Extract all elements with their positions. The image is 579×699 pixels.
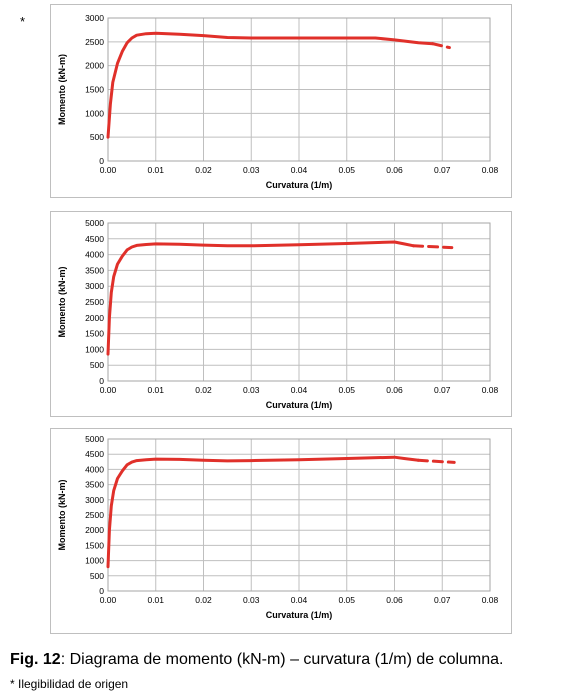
y-tick-label: 500 xyxy=(90,571,104,581)
series-line-dashed xyxy=(412,244,454,250)
x-tick-label: 0.05 xyxy=(338,595,355,605)
x-tick-label: 0.03 xyxy=(243,165,260,175)
y-tick-label: 4000 xyxy=(85,250,104,260)
y-tick-label: 2000 xyxy=(85,525,104,535)
x-tick-label: 0.00 xyxy=(100,385,117,395)
y-tick-label: 2000 xyxy=(85,61,104,71)
y-tick-label: 4500 xyxy=(85,234,104,244)
x-tick-label: 0.02 xyxy=(195,595,212,605)
y-tick-label: 0 xyxy=(99,156,104,166)
moment-curvature-chart-1: 0.00 0.01 0.02 0.03 0.04 0.05 0.06 0.07 0.08 0 500… xyxy=(57,13,499,190)
x-tick-label: 0.03 xyxy=(243,595,260,605)
x-tick-label: 0.00 xyxy=(100,595,117,605)
series-line xyxy=(106,455,420,569)
x-tick-label: 0.05 xyxy=(338,165,355,175)
legibility-marker: * xyxy=(20,14,26,29)
y-tick-label: 2500 xyxy=(85,510,104,520)
y-tick-label: 3000 xyxy=(85,495,104,505)
moment-curvature-chart-3: 0.00 0.01 0.02 0.03 0.04 0.05 0.06 0.07 0.08 0 500… xyxy=(57,434,499,620)
y-tick-label: 1000 xyxy=(85,344,104,354)
x-axis-label: Curvatura (1/m) xyxy=(266,400,333,410)
y-tick-label: 0 xyxy=(99,586,104,596)
x-tick-label: 0.06 xyxy=(386,595,403,605)
y-tick-label: 2000 xyxy=(85,313,104,323)
x-axis-label: Curvatura (1/m) xyxy=(266,610,333,620)
x-tick-label: 0.01 xyxy=(147,595,164,605)
series-line-dashed xyxy=(416,458,456,464)
y-axis-label: Momento (kN-m) xyxy=(57,480,67,551)
y-tick-label: 500 xyxy=(90,132,104,142)
x-tick-label: 0.04 xyxy=(291,595,308,605)
illegibility-note: * Ilegibilidad de origen xyxy=(10,677,129,691)
y-tick-label: 1500 xyxy=(85,540,104,550)
y-tick-label: 4500 xyxy=(85,449,104,459)
x-axis-label: Curvatura (1/m) xyxy=(266,180,333,190)
moment-curvature-chart-2: 0.00 0.01 0.02 0.03 0.04 0.05 0.06 0.07 0.08 0 500… xyxy=(57,218,499,410)
y-tick-label: 1500 xyxy=(85,85,104,95)
x-tick-label: 0.08 xyxy=(482,385,499,395)
x-tick-label: 0.05 xyxy=(338,385,355,395)
x-tick-label: 0.06 xyxy=(386,165,403,175)
y-tick-label: 0 xyxy=(99,376,104,386)
figure-label: Fig. 12 xyxy=(10,651,61,668)
x-tick-label: 0.07 xyxy=(434,385,451,395)
y-tick-label: 2500 xyxy=(85,297,104,307)
x-tick-label: 0.03 xyxy=(243,385,260,395)
x-tick-label: 0.07 xyxy=(434,165,451,175)
y-tick-label: 3000 xyxy=(85,281,104,291)
x-tick-label: 0.02 xyxy=(195,165,212,175)
x-tick-label: 0.08 xyxy=(482,595,499,605)
y-tick-label: 4000 xyxy=(85,464,104,474)
y-tick-label: 2500 xyxy=(85,37,104,47)
y-tick-label: 1000 xyxy=(85,556,104,566)
x-tick-label: 0.08 xyxy=(482,165,499,175)
y-tick-label: 5000 xyxy=(85,434,104,444)
chart-panel-top: 0.00 0.01 0.02 0.03 0.04 0.05 0.06 0.07 0.08 0 500… xyxy=(50,4,512,198)
y-tick-label: 500 xyxy=(90,360,104,370)
chart-panel-middle: 0.00 0.01 0.02 0.03 0.04 0.05 0.06 0.07 0.08 0 500… xyxy=(50,211,512,417)
y-tick-label: 1500 xyxy=(85,329,104,339)
y-axis-label: Momento (kN-m) xyxy=(57,267,67,338)
plot-area xyxy=(107,17,491,162)
y-tick-label: 3500 xyxy=(85,480,104,490)
x-tick-label: 0.01 xyxy=(147,385,164,395)
y-tick-label: 5000 xyxy=(85,218,104,228)
figure-caption-text: : Diagrama de momento (kN-m) – curvatura… xyxy=(60,651,504,668)
x-tick-label: 0.00 xyxy=(100,165,117,175)
y-axis-label: Momento (kN-m) xyxy=(57,54,67,125)
plot-area xyxy=(107,222,491,382)
figure-caption: Fig. 12: Diagrama de momento (kN-m) – cu… xyxy=(10,651,504,669)
chart-panel-bottom: 0.00 0.01 0.02 0.03 0.04 0.05 0.06 0.07 0.08 0 500… xyxy=(50,428,512,634)
y-tick-label: 3500 xyxy=(85,265,104,275)
x-tick-label: 0.01 xyxy=(147,165,164,175)
x-tick-label: 0.04 xyxy=(291,385,308,395)
y-tick-label: 3000 xyxy=(85,13,104,23)
series-line-dashed xyxy=(431,42,451,50)
y-tick-label: 1000 xyxy=(85,108,104,118)
series-line xyxy=(106,240,416,356)
x-tick-label: 0.02 xyxy=(195,385,212,395)
series-line xyxy=(106,31,435,139)
x-tick-label: 0.06 xyxy=(386,385,403,395)
plot-area xyxy=(107,438,491,592)
x-tick-label: 0.07 xyxy=(434,595,451,605)
x-tick-label: 0.04 xyxy=(291,165,308,175)
